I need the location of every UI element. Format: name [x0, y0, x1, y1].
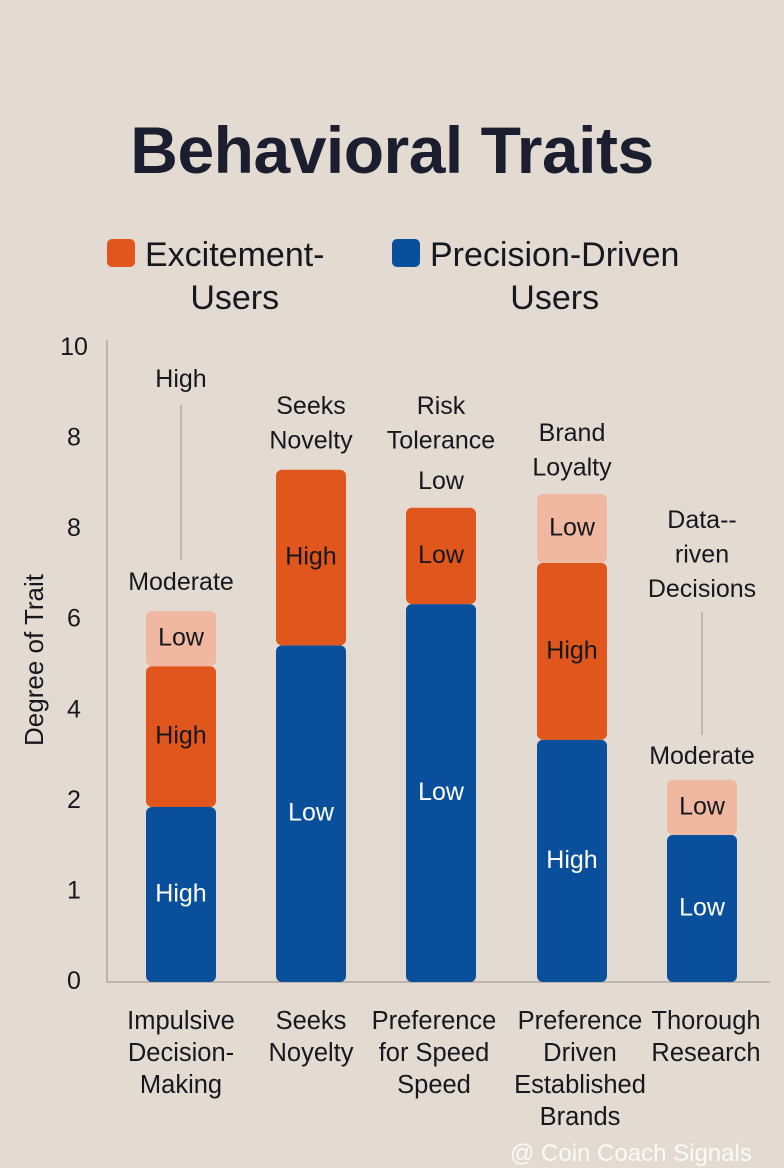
segment-label: Low [679, 893, 726, 921]
y-tick-label: 6 [67, 604, 81, 632]
x-tick-label: Seeks Noyelty [268, 1007, 353, 1067]
segment-label: Low [288, 798, 335, 826]
segment-label: Low [158, 623, 205, 651]
bar-segment [146, 666, 216, 808]
legend-swatch-orange [107, 239, 135, 267]
segment-label: High [285, 542, 336, 570]
segment-label: Low [418, 541, 465, 569]
bar-segment [146, 807, 216, 982]
segment-label: Low [549, 513, 596, 541]
annotation: High [155, 365, 206, 393]
bar-segment [276, 645, 346, 982]
legend-label: Excitement- Users [145, 236, 325, 317]
legend-swatch-blue [392, 239, 420, 267]
bar-segment [276, 469, 346, 646]
bar-segment [406, 604, 476, 982]
segment-label: High [546, 846, 597, 874]
segment-label: Low [679, 792, 726, 820]
y-tick-label: 1 [67, 876, 81, 904]
segment-label: High [155, 721, 206, 749]
x-tick-label: Impulsive Decision-Making [127, 1007, 235, 1099]
legend-label: Precision-Driven Users [430, 236, 680, 317]
annotation: Low [418, 467, 465, 495]
segment-label: Low [418, 778, 465, 806]
bar-segment [537, 739, 607, 982]
x-tick-label: Preference Driven Established Brands [514, 1007, 646, 1131]
annotation: Moderate [128, 568, 234, 596]
watermark: @ Coin Coach Signals [510, 1140, 752, 1167]
y-tick-label: 0 [67, 967, 81, 995]
segment-label: High [546, 636, 597, 664]
y-tick-label: 2 [67, 785, 81, 813]
annotation: Risk Tolerance [387, 392, 495, 455]
y-tick-label: 8 [67, 423, 81, 451]
x-tick-label: Thorough Research [651, 1007, 760, 1067]
bar-segment [667, 779, 737, 835]
bar-segment [537, 493, 607, 563]
y-axis-label: Degree of Trait [19, 573, 49, 746]
y-tick-label: 10 [60, 333, 88, 361]
bar-segment [146, 611, 216, 667]
y-tick-label: 8 [67, 514, 81, 542]
annotation: Moderate [649, 742, 755, 770]
annotation: Brand Loyalty [532, 419, 612, 482]
bar-segment [537, 562, 607, 740]
chart-title: Behavioral Traits [130, 113, 654, 187]
bar-segment [406, 507, 476, 605]
annotation: Seeks Novelty [269, 392, 353, 455]
y-tick-label: 4 [67, 695, 81, 723]
bar-segment [667, 834, 737, 982]
legend-item-excitement: Excitement- Users [107, 234, 325, 320]
annotation: Data--riven Decisions [648, 506, 756, 603]
x-tick-label: Preference for Speed Speed [372, 1007, 497, 1099]
segment-label: High [155, 879, 206, 907]
legend-item-precision: Precision-Driven Users [392, 234, 679, 320]
